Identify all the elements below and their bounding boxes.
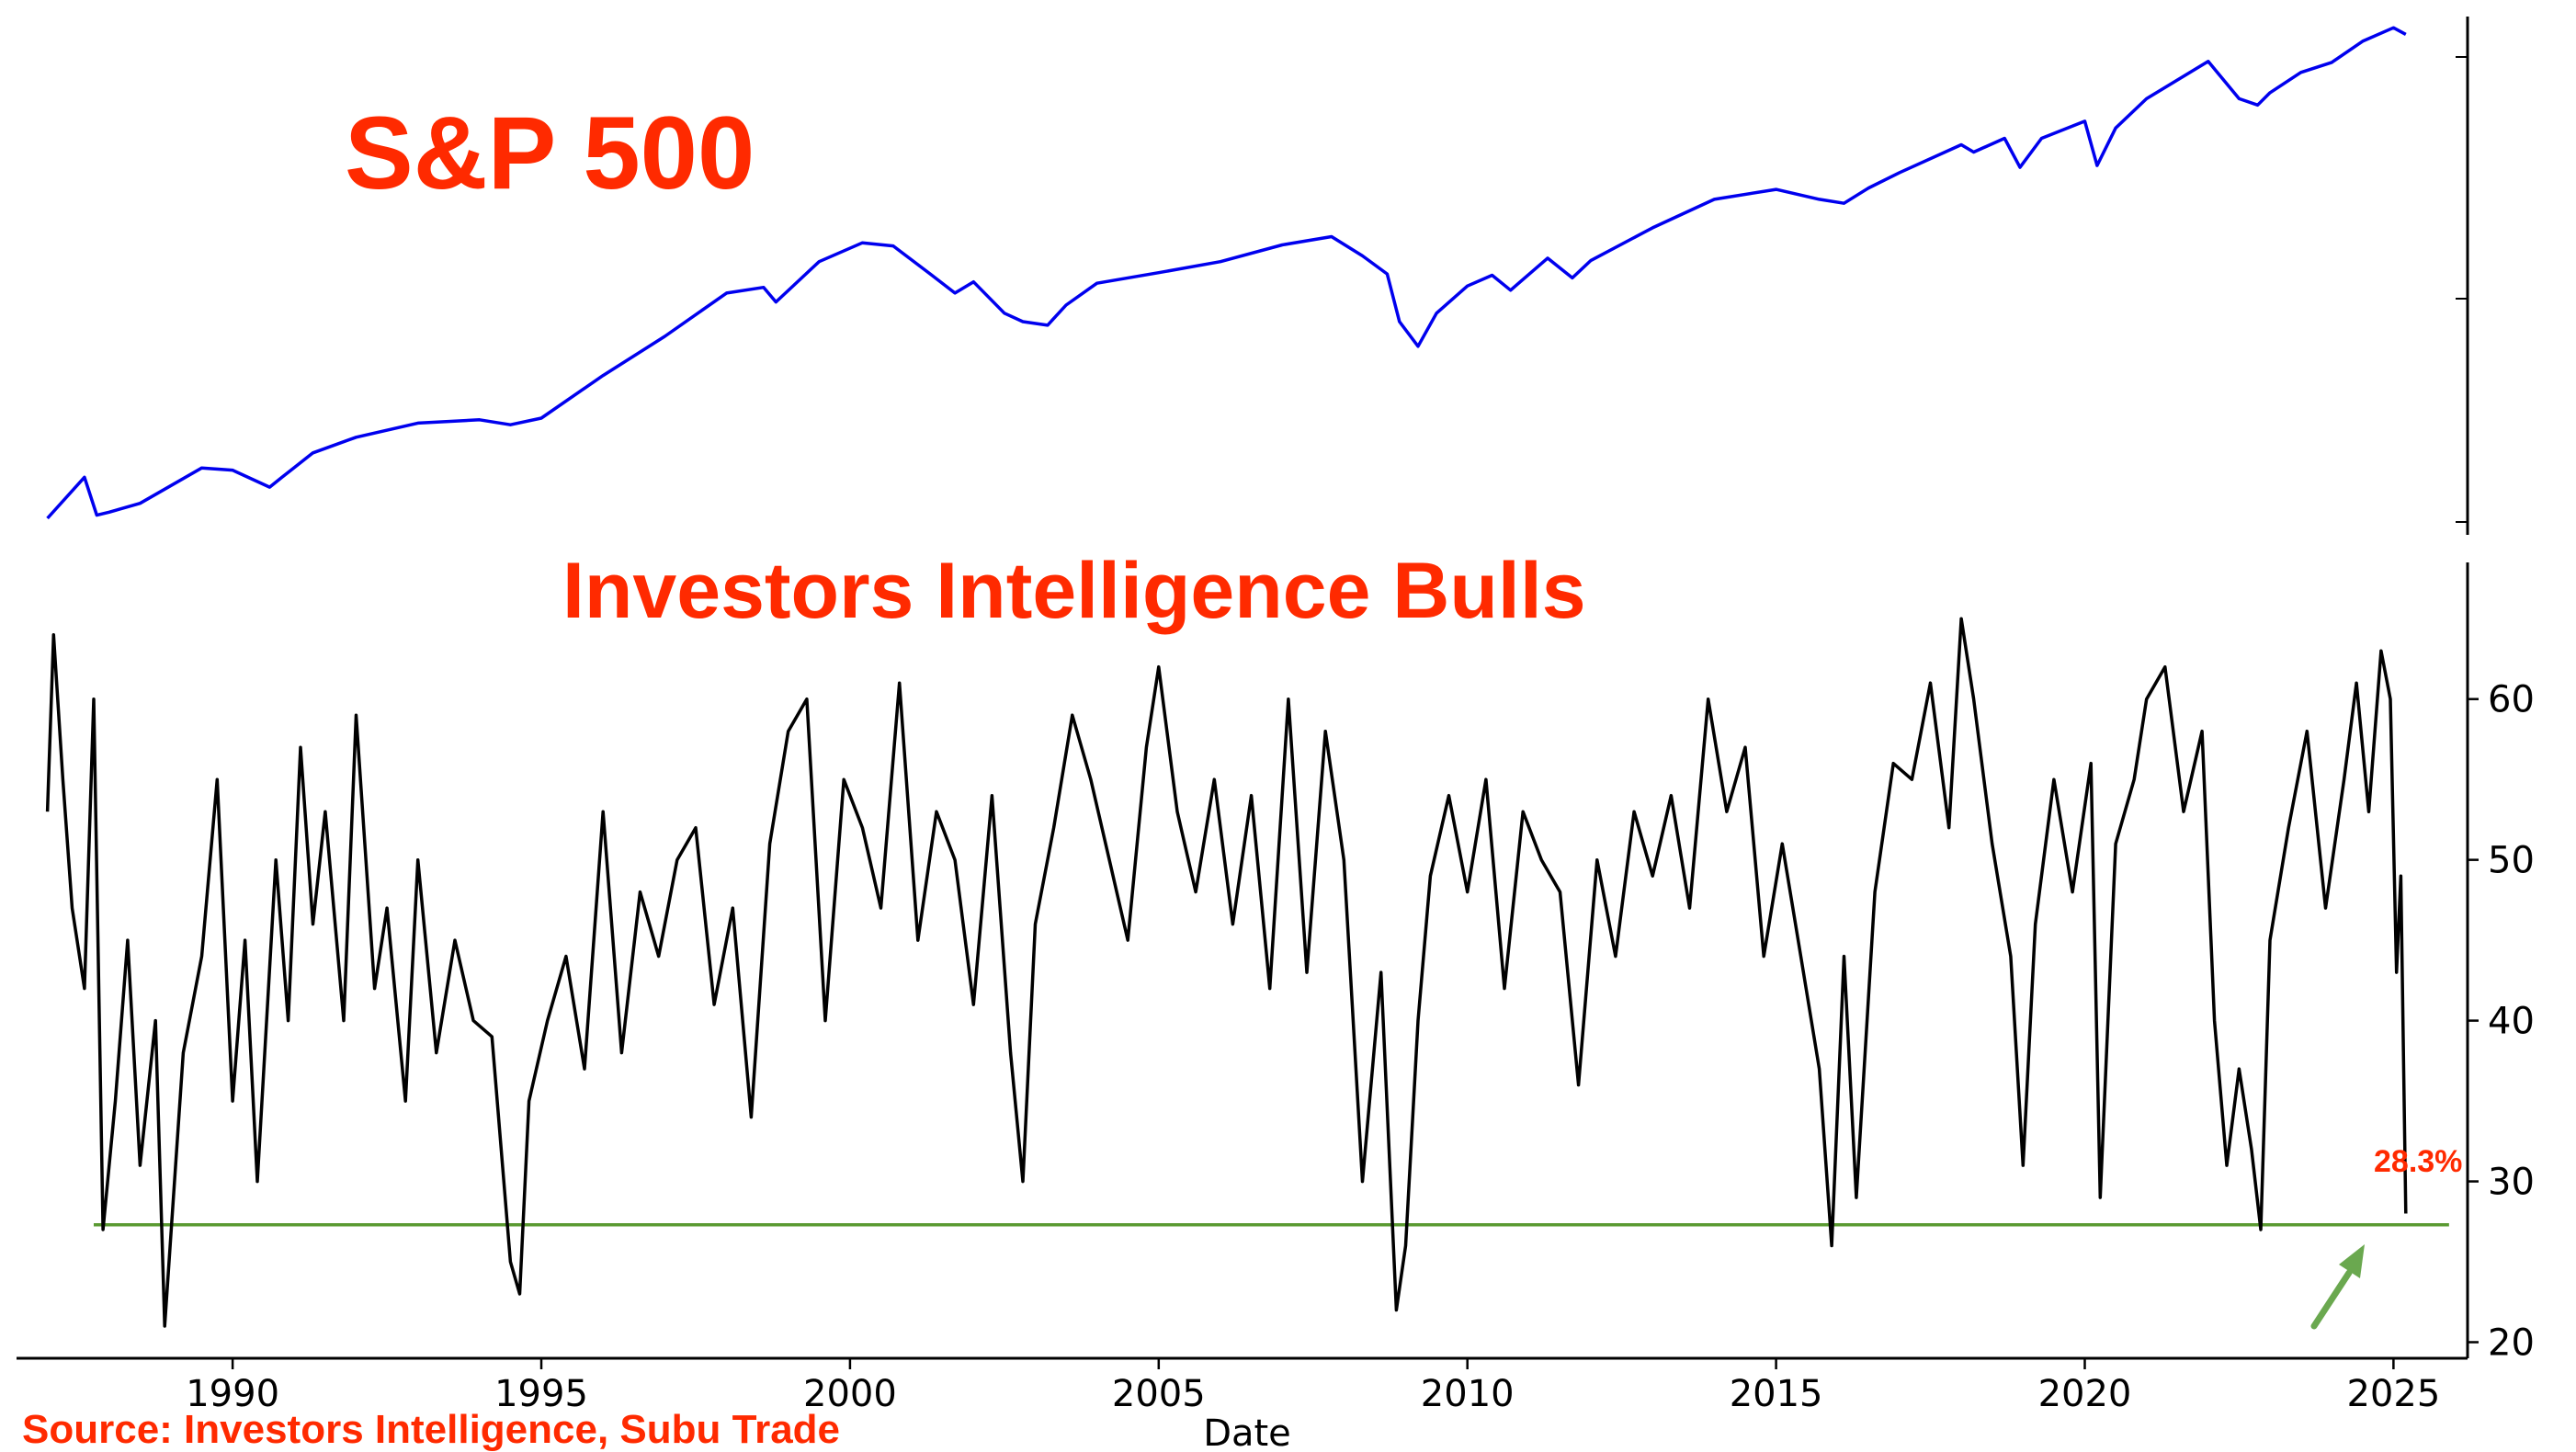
x-tick-label: 1995: [494, 1373, 588, 1415]
y-tick-label: 30: [2488, 1162, 2535, 1204]
x-axis-label: Date: [1203, 1412, 1291, 1452]
y-axis-ticks: 20 30 40 50 60: [2468, 679, 2535, 1365]
x-tick-label: 2010: [1421, 1373, 1515, 1415]
annotation-arrow: [2310, 1244, 2365, 1330]
y-tick-label: 60: [2488, 679, 2535, 721]
arrow-shaft: [2310, 1269, 2353, 1330]
x-tick-label: 2020: [2038, 1373, 2132, 1415]
sp500-chart-title: S&P 500: [345, 96, 755, 210]
y-tick-label: 50: [2488, 840, 2535, 882]
x-tick-label: 2005: [1112, 1373, 1206, 1415]
x-tick-label: 2000: [803, 1373, 897, 1415]
sp500-panel: S&P 500: [46, 17, 2469, 535]
sp500-series-line: [46, 26, 2407, 520]
arrow-head: [2339, 1244, 2365, 1278]
y-tick-label: 20: [2488, 1322, 2535, 1365]
x-axis-ticks: 1990 1995 2000 2005 2010 2015 2020 2025: [186, 1358, 2440, 1415]
bulls-panel: 1990 1995 2000 2005 2010 2015 2020 2025 2030405…: [17, 547, 2535, 1452]
latest-value-annotation: 28.3%: [2374, 1144, 2462, 1179]
y-tick-label: 40: [2488, 1001, 2535, 1043]
bulls-series-line: [45, 617, 2408, 1328]
x-tick-label: 2025: [2346, 1373, 2440, 1415]
x-tick-label: 2015: [1730, 1373, 1823, 1415]
x-tick-label: 1990: [186, 1373, 279, 1415]
bulls-chart-title: Investors Intelligence Bulls: [562, 547, 1586, 635]
source-note: Source: Investors Intelligence, Subu Tra…: [22, 1407, 840, 1452]
